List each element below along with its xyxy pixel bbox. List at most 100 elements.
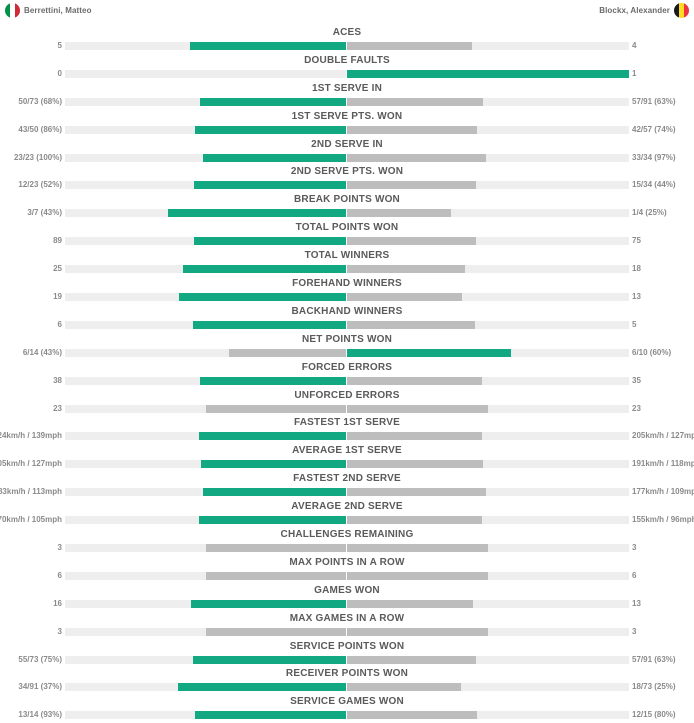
stat-row: 1ST SERVE IN 50/73 (68%) 57/91 (63%) [0, 82, 694, 110]
left-value-label: 13/14 (93%) [18, 710, 62, 720]
left-bar [205, 544, 346, 553]
right-value-label: 57/91 (63%) [632, 96, 676, 106]
stat-row: MAX POINTS IN A ROW 6 6 [0, 556, 694, 584]
right-bar [347, 97, 483, 106]
left-bar [199, 516, 346, 525]
right-value-label: 18/73 (25%) [632, 682, 676, 692]
right-bar-track [347, 599, 629, 608]
stat-row: TOTAL WINNERS 25 18 [0, 249, 694, 277]
stat-title: 2ND SERVE IN [311, 138, 383, 150]
left-bar [199, 432, 346, 441]
stat-title: TOTAL POINTS WON [295, 222, 399, 234]
left-bar-track [65, 237, 346, 246]
left-value-label: 5 [57, 41, 62, 50]
stat-title: RECEIVER POINTS WON [285, 668, 409, 680]
left-bar [168, 209, 346, 218]
left-bar-track [65, 544, 346, 553]
stats-comparison-chart: ACES 5 4 DOUBLE FAULTS 0 1 1ST SERVE IN 50/73 (… [0, 26, 694, 723]
left-bar [199, 376, 346, 385]
left-bar [179, 293, 346, 302]
left-bar-track [65, 69, 346, 78]
left-bar [228, 348, 346, 357]
right-bar [347, 237, 476, 246]
right-bar [347, 348, 512, 357]
right-bar-track [347, 293, 629, 302]
flag-stripe [679, 3, 684, 18]
right-bar [347, 516, 482, 525]
left-bar-track [65, 571, 346, 580]
right-bar [347, 655, 476, 664]
left-bar [182, 265, 346, 274]
right-value-label: 57/91 (63%) [632, 654, 676, 664]
right-bar-track [347, 153, 629, 162]
left-value-label: 50/73 (68%) [18, 96, 62, 106]
stat-title: MAX GAMES IN A ROW [289, 612, 405, 624]
stat-title: FOREHAND WINNERS [292, 278, 402, 290]
stat-title: DOUBLE FAULTS [304, 54, 390, 66]
left-bar [195, 125, 346, 134]
left-bar-track [65, 153, 346, 162]
stat-title: BACKHAND WINNERS [291, 305, 403, 317]
left-value-label: 16 [53, 598, 62, 608]
stat-title: CHALLENGES REMAINING [280, 529, 414, 541]
right-bar-track [347, 69, 629, 78]
right-bar-track [347, 683, 629, 692]
left-bar-track [65, 265, 346, 274]
left-bar [193, 181, 346, 190]
stat-title: ACES [332, 27, 362, 38]
stat-row: RECEIVER POINTS WON 34/91 (37%) 18/73 (25%… [0, 667, 694, 695]
right-bar-track [347, 432, 629, 441]
right-value-label: 15/34 (44%) [632, 180, 676, 190]
right-value-label: 12/15 (80%) [632, 710, 676, 720]
right-bar-track [347, 404, 629, 413]
stat-row: TOTAL POINTS WON 89 75 [0, 221, 694, 249]
stat-title: 2ND SERVE PTS. WON [290, 166, 404, 178]
right-bar-track [347, 181, 629, 190]
right-bar [347, 432, 482, 441]
right-bar-track [347, 627, 629, 636]
stat-row: SERVICE GAMES WON 13/14 (93%) 12/15 (80%) [0, 695, 694, 723]
right-value-label: 3 [632, 626, 637, 636]
stat-title: FASTEST 1ST SERVE [293, 417, 401, 429]
stat-title: NET POINTS WON [301, 333, 393, 345]
right-bar-track [347, 711, 629, 720]
right-bar [347, 209, 451, 218]
stat-row: FASTEST 2ND SERVE 183km/h / 113mph 177km/h… [0, 472, 694, 500]
right-bar [347, 460, 483, 469]
left-bar-track [65, 125, 346, 134]
stat-row: FOREHAND WINNERS 19 13 [0, 277, 694, 305]
stat-row: 2ND SERVE PTS. WON 12/23 (52%) 15/34 (44%) [0, 165, 694, 193]
left-value-label: 224km/h / 139mph [0, 431, 62, 441]
right-value-label: 191km/h / 118mph [632, 459, 694, 469]
right-bar [347, 181, 477, 190]
left-bar [205, 571, 346, 580]
right-bar-track [347, 42, 629, 50]
left-value-label: 89 [53, 236, 62, 246]
left-bar [200, 97, 346, 106]
right-value-label: 4 [632, 41, 637, 50]
right-bar-track [347, 544, 629, 553]
stat-row: FORCED ERRORS 38 35 [0, 361, 694, 389]
right-bar [347, 42, 473, 50]
left-bar-track [65, 320, 346, 329]
right-bar-track [347, 320, 629, 329]
right-value-label: 33/34 (97%) [632, 152, 676, 162]
right-value-label: 205km/h / 127mph [632, 431, 694, 441]
left-bar [205, 627, 346, 636]
left-value-label: 3 [57, 543, 62, 553]
left-value-label: 183km/h / 113mph [0, 487, 62, 497]
flag-stripe [684, 3, 689, 18]
left-bar-track [65, 42, 346, 50]
left-bar-track [65, 209, 346, 218]
right-bar [347, 376, 483, 385]
stat-title: SERVICE GAMES WON [290, 696, 404, 708]
left-value-label: 170km/h / 105mph [0, 515, 62, 525]
left-value-label: 12/23 (52%) [18, 180, 62, 190]
left-bar [178, 683, 346, 692]
right-bar [347, 153, 486, 162]
right-bar [347, 571, 488, 580]
stat-title: AVERAGE 2ND SERVE [291, 501, 403, 513]
left-bar [193, 237, 346, 246]
left-bar-track [65, 655, 346, 664]
right-bar-track [347, 209, 629, 218]
